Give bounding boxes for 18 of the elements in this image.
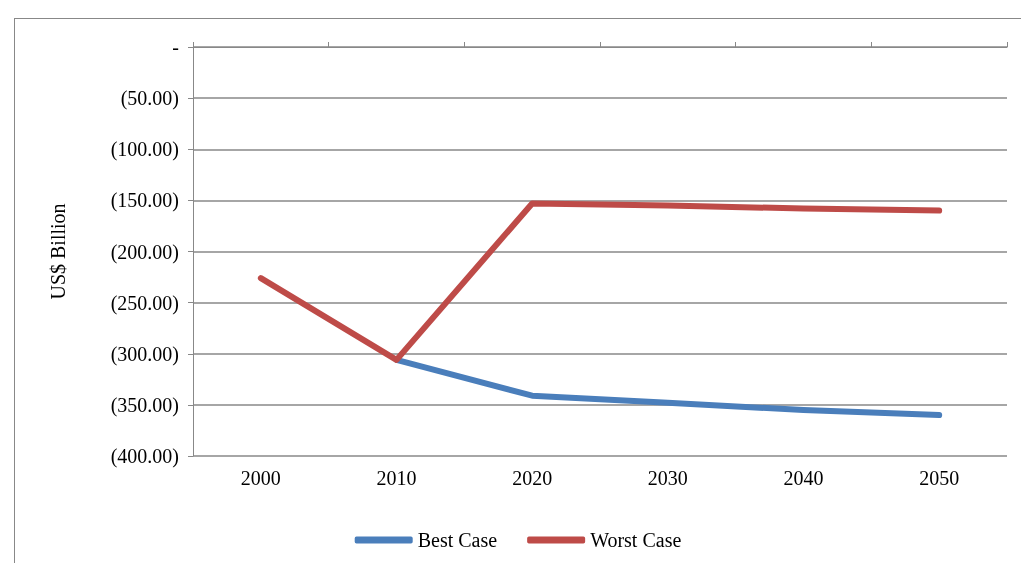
y-tick-label: (400.00) <box>110 445 179 468</box>
y-tick-label: (250.00) <box>110 291 179 315</box>
y-tick-label: - <box>172 36 179 58</box>
x-tick-label: 2000 <box>240 467 281 489</box>
y-tick-label: (100.00) <box>110 138 179 162</box>
y-tick-label: (300.00) <box>110 342 179 366</box>
legend-label: Best Case <box>417 529 498 551</box>
legend-label: Worst Case <box>590 529 682 551</box>
x-tick-label: 2030 <box>647 467 688 489</box>
y-tick-label: (150.00) <box>110 189 179 213</box>
y-tick-label: (200.00) <box>110 240 179 264</box>
x-tick-label: 2020 <box>512 467 553 489</box>
x-tick-label: 2010 <box>376 467 417 489</box>
x-tick-label: 2050 <box>919 467 960 489</box>
y-tick-label: (350.00) <box>110 393 179 417</box>
y-axis-title: US$ Billion <box>47 203 69 300</box>
y-tick-label: (50.00) <box>120 87 179 111</box>
x-tick-label: 2040 <box>783 467 824 489</box>
